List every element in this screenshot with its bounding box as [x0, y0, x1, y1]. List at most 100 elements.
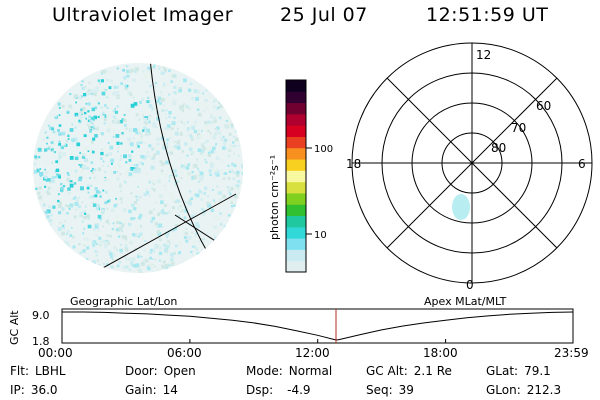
uv-speckle [97, 102, 100, 105]
uv-speckle [133, 128, 138, 133]
uv-speckle [133, 102, 138, 106]
uv-speckle [79, 211, 83, 215]
uv-speckle [146, 241, 148, 243]
uv-speckle [90, 184, 92, 187]
uv-speckle [215, 156, 220, 160]
uv-speckle [93, 115, 97, 120]
uv-speckle [232, 141, 235, 144]
info-ip: IP: 36.0 [10, 383, 58, 397]
uv-speckle [235, 173, 240, 177]
colorbar-segment [286, 147, 306, 160]
uv-speckle [116, 171, 118, 173]
uv-speckle [112, 135, 115, 138]
uv-speckle [58, 124, 62, 127]
uv-speckle [164, 187, 168, 191]
uv-speckle [121, 118, 125, 122]
uv-speckle [131, 150, 134, 153]
uv-speckle [125, 239, 127, 241]
uv-speckle [179, 166, 182, 169]
uv-speckle [81, 151, 84, 155]
uv-speckle [66, 229, 70, 234]
uv-speckle [187, 236, 191, 240]
uv-speckle [152, 66, 156, 69]
uv-speckle [203, 186, 208, 190]
uv-speckle [126, 219, 129, 222]
uv-speckle [137, 255, 140, 259]
uv-speckle [115, 85, 119, 89]
uv-speckle [158, 194, 163, 199]
uv-speckle [128, 70, 133, 74]
uv-speckle [217, 108, 221, 113]
uv-speckle [220, 158, 224, 163]
uv-speckle [133, 207, 137, 211]
uv-speckle [72, 236, 75, 239]
uv-speckle [190, 153, 193, 156]
uv-speckle [106, 263, 109, 266]
uv-speckle [108, 152, 112, 156]
uv-speckle [101, 210, 106, 214]
uv-speckle [153, 161, 155, 164]
uv-speckle [137, 235, 140, 238]
uv-speckle [176, 119, 180, 123]
uv-speckle [98, 236, 102, 240]
uv-speckle [178, 139, 181, 142]
uv-speckle [57, 102, 61, 106]
uv-speckle [242, 166, 243, 170]
uv-speckle [110, 79, 113, 83]
uv-speckle [152, 108, 156, 111]
uv-speckle [115, 134, 120, 138]
uv-speckle [63, 182, 65, 185]
uv-speckle [219, 104, 224, 108]
uv-speckle [218, 132, 221, 134]
uv-speckle [148, 104, 153, 108]
uv-speckle [161, 225, 164, 228]
uv-speckle [210, 114, 213, 116]
uv-speckle [44, 148, 48, 152]
uv-speckle [139, 168, 142, 171]
uv-speckle [112, 91, 116, 96]
uv-speckle [130, 163, 133, 166]
uv-speckle [162, 109, 165, 112]
uv-speckle [161, 208, 164, 211]
uv-speckle [212, 105, 216, 109]
uv-speckle [216, 126, 220, 130]
uv-speckle [66, 171, 70, 175]
uv-speckle [173, 91, 177, 95]
lat-label-70: 70 [511, 121, 526, 135]
uv-speckle [196, 224, 200, 229]
uv-speckle [94, 224, 99, 229]
uv-speckle [130, 68, 134, 72]
uv-speckle [125, 161, 128, 164]
uv-speckle [190, 197, 194, 201]
uv-speckle [133, 96, 135, 99]
uv-speckle [61, 207, 65, 211]
uv-speckle [130, 261, 134, 265]
uv-speckle [99, 218, 102, 221]
uv-speckle [80, 95, 83, 98]
uv-speckle [174, 180, 178, 184]
uv-speckle [103, 244, 108, 249]
uv-speckle [143, 249, 146, 252]
uv-speckle [164, 263, 169, 268]
uv-speckle [115, 220, 120, 225]
uv-speckle [183, 262, 186, 266]
uv-speckle [144, 141, 147, 144]
uv-speckle [180, 177, 183, 179]
uv-speckle [128, 268, 132, 271]
uv-speckle [194, 120, 197, 124]
uv-speckle [204, 159, 207, 161]
uv-speckle [163, 104, 165, 106]
uv-speckle [92, 260, 96, 265]
uv-speckle [205, 127, 208, 130]
uv-speckle [102, 225, 104, 228]
uv-speckle [209, 120, 214, 125]
uv-speckle [210, 165, 213, 168]
uv-speckle [83, 134, 87, 138]
uv-speckle [48, 218, 52, 222]
uv-speckle [166, 138, 169, 142]
uv-speckle [100, 157, 103, 160]
uv-speckle [146, 191, 149, 194]
uv-speckle [233, 153, 235, 155]
uv-speckle [88, 239, 91, 242]
uv-speckle [227, 164, 230, 167]
